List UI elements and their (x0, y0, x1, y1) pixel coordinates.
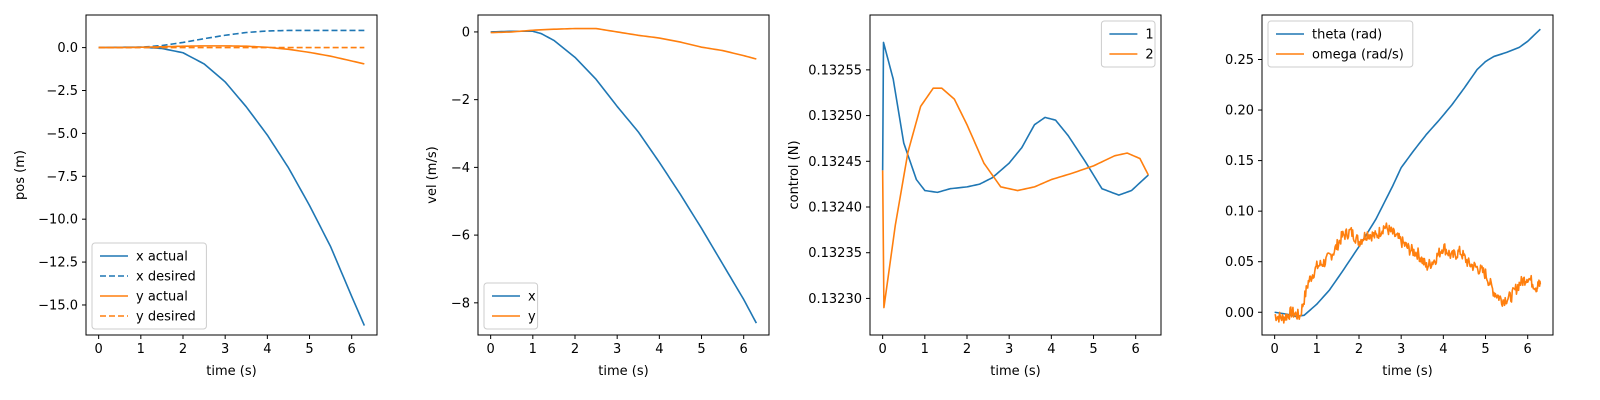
x-tick-label: 5 (305, 342, 313, 357)
y-axis-label: pos (m) (13, 150, 28, 200)
x-tick-label: 6 (1132, 342, 1140, 357)
legend-label: y desired (136, 310, 196, 325)
legend-box (483, 282, 539, 330)
x-tick-label: 1 (529, 342, 537, 357)
x-tick-label: 5 (697, 342, 705, 357)
velocity-plot: 0 1 2 3 4 5 6 0 −2 −4 −6 −8 time (s) vel (m/s) xy (425, 14, 770, 379)
series-line-1 (881, 41, 1149, 196)
y-tick-label: −2 (451, 93, 470, 108)
y-tick-label: 0.05 (1225, 255, 1254, 270)
x-tick-label: 5 (1481, 342, 1489, 357)
y-tick-label: −6 (451, 229, 470, 244)
legend-label: y (528, 310, 536, 325)
x-tick-label: 3 (613, 342, 621, 357)
control-plot: 0 1 2 3 4 5 60.132300.132350.132400.132450.132… (787, 14, 1162, 379)
series-line-3 (98, 45, 365, 65)
x-tick-label: 2 (179, 342, 187, 357)
y-tick-label: 0.13240 (808, 201, 862, 216)
x-axis-label: time (s) (598, 364, 648, 379)
legend-label: omega (rad/s) (1312, 48, 1404, 63)
theta-omega-plot: 0 1 2 3 4 5 6 0.00 0.05 0.10 0.15 0.20 0.25 time (s) t… (1225, 14, 1554, 379)
axes-frame (477, 14, 770, 336)
legend-label: x actual (136, 250, 188, 265)
legend-label: 2 (1145, 48, 1153, 63)
y-tick-label: 0.13250 (808, 109, 862, 124)
y-tick-label: 0.15 (1225, 154, 1254, 169)
y-tick-label: −12.5 (38, 256, 78, 271)
legend-label: x (528, 290, 536, 305)
y-tick-label: −7.5 (46, 170, 78, 185)
x-tick-label: 2 (1355, 342, 1363, 357)
y-tick-label: −2.5 (46, 84, 78, 99)
x-tick-label: 3 (1397, 342, 1405, 357)
x-tick-label: 4 (655, 342, 663, 357)
y-tick-label: 0.13245 (808, 155, 862, 170)
y-tick-label: 0 (462, 25, 470, 40)
y-axis-label: control (N) (787, 140, 802, 209)
y-tick-label: −8 (451, 296, 470, 311)
x-tick-label: 3 (1005, 342, 1013, 357)
legend-box (1267, 20, 1414, 68)
y-tick-label: −4 (451, 161, 470, 176)
series-line-2 (98, 29, 365, 49)
x-tick-label: 0 (879, 342, 887, 357)
legend: xy (483, 282, 539, 330)
legend-label: 1 (1145, 28, 1153, 43)
axes-frame (869, 14, 1162, 336)
y-tick-label: 0.10 (1225, 205, 1254, 220)
series-lines (490, 27, 758, 324)
y-axis-label: vel (m/s) (425, 146, 440, 203)
y-tick-label: 0.0 (57, 41, 78, 56)
legend: 12 (1100, 20, 1156, 68)
legend-label: theta (rad) (1312, 28, 1382, 43)
legend-label: x desired (136, 270, 196, 285)
legend: theta (rad) omega (rad/s) (1267, 20, 1414, 68)
legend-box (91, 242, 207, 330)
x-tick-label: 4 (1047, 342, 1055, 357)
x-tick-label: 0 (487, 342, 495, 357)
y-tick-label: 0.13230 (808, 292, 862, 307)
series-line-2 (1274, 222, 1542, 324)
x-tick-label: 5 (1089, 342, 1097, 357)
y-tick-label: 0.20 (1225, 104, 1254, 119)
x-tick-label: 4 (263, 342, 271, 357)
x-tick-label: 1 (1313, 342, 1321, 357)
x-tick-label: 2 (571, 342, 579, 357)
series-lines (98, 29, 366, 326)
x-tick-label: 0 (1271, 342, 1279, 357)
series-line-2 (881, 87, 1150, 309)
y-tick-label: −5.0 (46, 127, 78, 142)
x-tick-label: 0 (95, 342, 103, 357)
y-tick-label: 0.13255 (808, 63, 862, 78)
axes-frame (1261, 14, 1554, 336)
x-tick-label: 6 (740, 342, 748, 357)
series-line-1 (1274, 28, 1541, 318)
y-tick-label: 0.25 (1225, 53, 1254, 68)
position-plot: 0 1 2 3 4 5 6 0.0 −2.5 −5.0 −7.5 −10.0 −12.5 −15.0 tim… (13, 14, 378, 379)
y-tick-label: 0.00 (1225, 306, 1254, 321)
y-tick-label: 0.13235 (808, 246, 862, 261)
series-lines (1274, 28, 1542, 324)
x-tick-label: 1 (137, 342, 145, 357)
legend-label: y actual (136, 290, 188, 305)
x-tick-label: 6 (1524, 342, 1532, 357)
axes-frame (85, 14, 378, 336)
x-axis-label: time (s) (206, 364, 256, 379)
series-lines (881, 41, 1150, 309)
x-tick-label: 4 (1439, 342, 1447, 357)
legend-box (1100, 20, 1156, 68)
x-tick-label: 2 (963, 342, 971, 357)
x-tick-label: 6 (348, 342, 356, 357)
series-line-1 (490, 30, 758, 324)
x-axis-label: time (s) (990, 364, 1040, 379)
x-tick-label: 1 (921, 342, 929, 357)
y-tick-label: −10.0 (38, 213, 78, 228)
series-line-2 (490, 27, 757, 60)
legend: x actual x desired y actual y desired (91, 242, 207, 330)
x-axis-label: time (s) (1382, 364, 1432, 379)
y-tick-label: −15.0 (38, 298, 78, 313)
x-tick-label: 3 (221, 342, 229, 357)
